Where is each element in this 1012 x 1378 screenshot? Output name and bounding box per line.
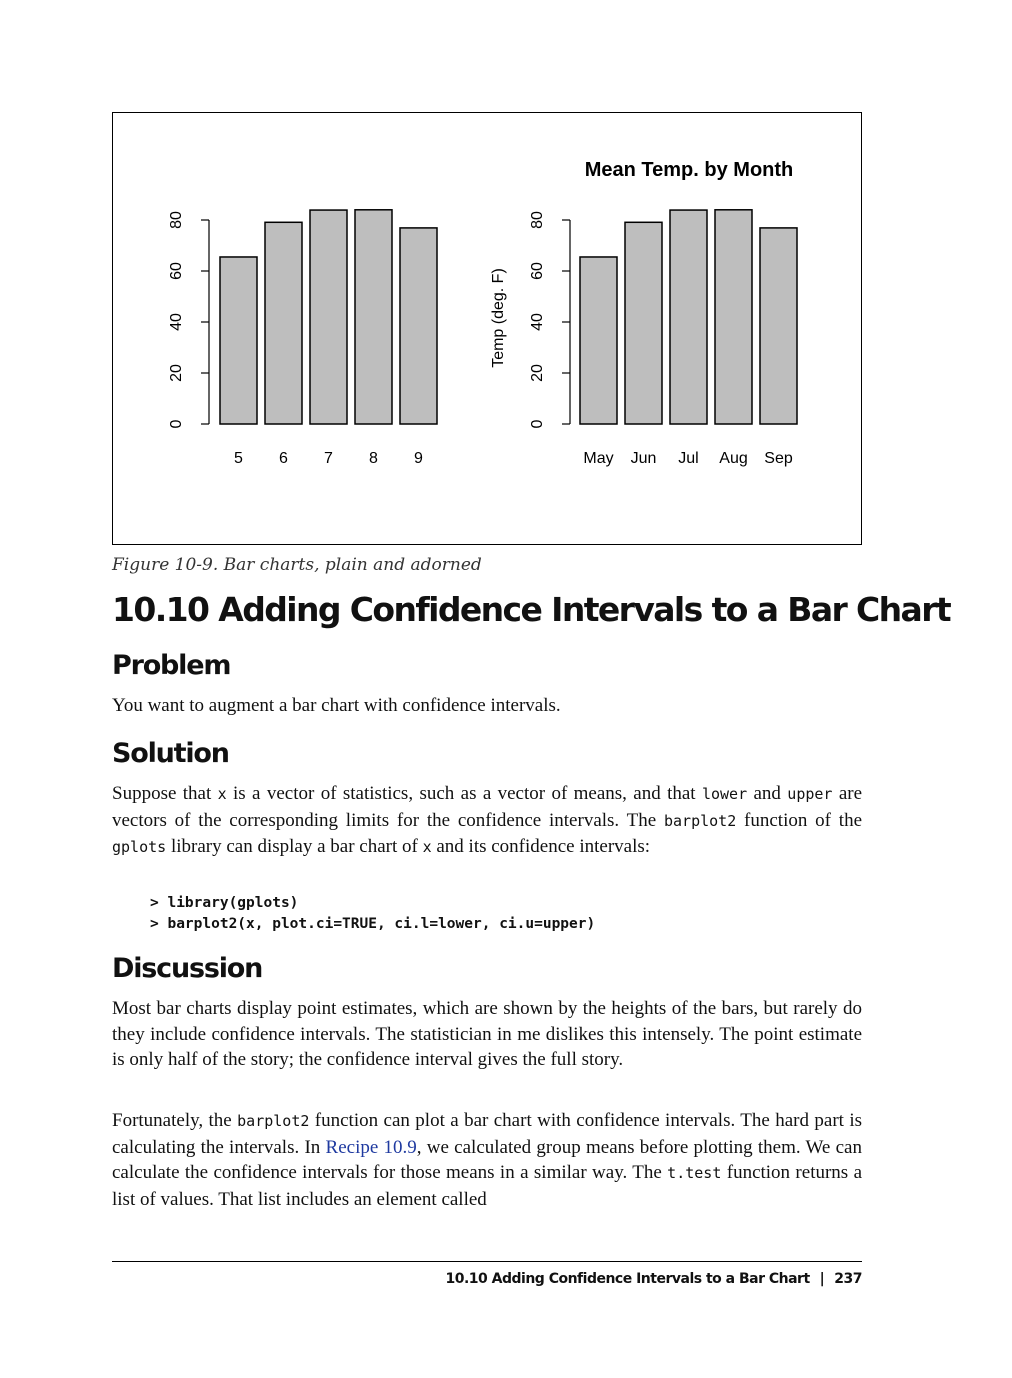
footer-rule xyxy=(112,1261,862,1262)
bar xyxy=(759,227,798,425)
bar xyxy=(579,256,618,425)
y-tick-label: 80 xyxy=(529,211,546,229)
footer-section: 10.10 Adding Confidence Intervals to a B… xyxy=(445,1271,811,1287)
bar xyxy=(714,209,753,425)
text-span: , we calculated group means before plott… xyxy=(112,1136,862,1184)
figure-caption: Figure 10-9. Bar charts, plain and adorn… xyxy=(112,555,482,575)
inline-code: lower xyxy=(701,785,748,803)
y-tick-label: 20 xyxy=(168,364,185,382)
inline-code: x xyxy=(217,785,227,803)
x-tick-label: 6 xyxy=(279,450,288,467)
y-axis-label: Temp (deg. F) xyxy=(490,268,507,368)
inline-code: barplot2 xyxy=(663,811,737,830)
text-span: Suppose that xyxy=(112,783,218,804)
inline-code: barplot2 xyxy=(237,1112,310,1130)
x-tick-label: Jul xyxy=(678,450,698,467)
inline-code: x xyxy=(422,838,432,856)
solution-paragraph: Suppose that x is a vector of statistics… xyxy=(112,781,862,861)
y-tick-label: 60 xyxy=(168,262,185,280)
discussion-paragraph-2: Fortunately, the barplot2 function can p… xyxy=(112,1108,862,1212)
code-line: > library(gplots) xyxy=(150,895,299,911)
y-tick-label: 20 xyxy=(529,364,546,382)
text-span: function returns a list of values. That … xyxy=(112,1162,863,1210)
x-tick-label: Sep xyxy=(764,450,793,467)
y-tick-label: 40 xyxy=(168,313,185,331)
bar xyxy=(354,209,393,425)
bar-charts-figure: 0 20 40 60 80 5 6 7 8 9 0 20 40 60 80 May Jun Jul Aug Sep Te… xyxy=(168,159,798,467)
y-tick-label: 0 xyxy=(168,419,185,428)
text-span: library can display a bar chart of xyxy=(166,836,423,857)
text-span: function can plot a bar chart with confi… xyxy=(112,1110,862,1158)
text-span: are vectors of the corresponding limits … xyxy=(112,783,863,831)
bar xyxy=(399,227,438,425)
x-tick-label: 8 xyxy=(369,450,378,467)
text-span: Fortunately, the xyxy=(112,1110,238,1131)
x-tick-label: 9 xyxy=(414,450,423,467)
problem-heading: Problem xyxy=(112,650,231,681)
chart-title: Mean Temp. by Month xyxy=(585,159,794,181)
text-span: is a vector of statistics, such as a vec… xyxy=(226,783,702,804)
bar xyxy=(219,256,258,425)
inline-code: t.test xyxy=(667,1164,722,1182)
recipe-link[interactable]: Recipe 10.9 xyxy=(325,1136,417,1158)
figure-frame: 0 20 40 60 80 5 6 7 8 9 0 20 40 60 80 May Jun Jul Aug Sep Te… xyxy=(112,112,862,545)
bar xyxy=(669,209,708,425)
x-tick-label: 5 xyxy=(234,450,243,467)
inline-code: gplots xyxy=(112,838,167,856)
code-line: > barplot2(x, plot.ci=TRUE, ci.l=lower, … xyxy=(150,916,596,932)
y-tick-label: 40 xyxy=(529,313,546,331)
code-block: > library(gplots) > barplot2(x, plot.ci=T… xyxy=(150,893,595,935)
x-tick-label: Aug xyxy=(719,450,747,467)
inline-code: upper xyxy=(787,785,833,803)
discussion-paragraph-1: Most bar charts display point estimates,… xyxy=(112,998,862,1070)
bar xyxy=(264,221,303,425)
y-tick-label: 0 xyxy=(529,419,546,428)
problem-text: You want to augment a bar chart with con… xyxy=(112,695,561,716)
page-number: 237 xyxy=(834,1271,862,1287)
x-tick-label: 7 xyxy=(324,450,333,467)
x-tick-label: Jun xyxy=(631,450,657,467)
y-tick-label: 80 xyxy=(168,211,185,229)
text-span: and its confidence intervals: xyxy=(431,836,651,857)
footer-separator: | xyxy=(819,1271,825,1287)
section-title: 10.10 Adding Confidence Intervals to a B… xyxy=(112,590,952,629)
text-span: and xyxy=(747,783,788,804)
solution-heading: Solution xyxy=(112,738,230,769)
text-span: function of the xyxy=(736,809,862,831)
page-footer: 10.10 Adding Confidence Intervals to a B… xyxy=(446,1271,863,1287)
x-tick-label: May xyxy=(583,450,613,467)
bar xyxy=(624,221,663,425)
bar xyxy=(309,209,348,425)
discussion-heading: Discussion xyxy=(112,953,263,984)
y-tick-label: 60 xyxy=(529,262,546,280)
